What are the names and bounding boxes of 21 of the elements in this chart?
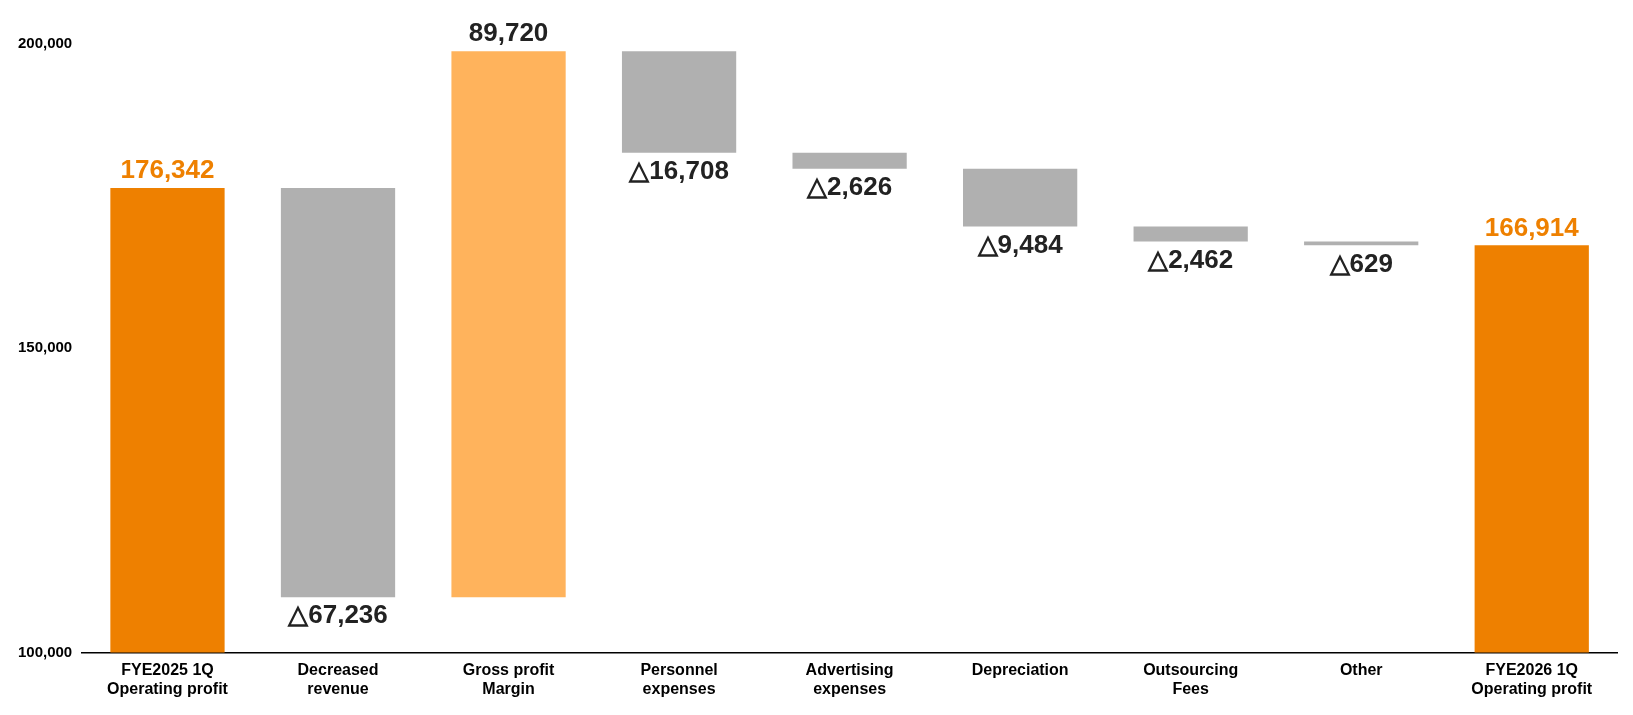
- y-tick-label: 150,000: [17, 338, 73, 356]
- data-label: △16,708: [628, 155, 729, 185]
- y-tick-label: 200,000: [17, 34, 73, 52]
- y-tick-label: 100,000: [17, 642, 73, 660]
- x-tick-label: FYE2026 1Q Operating profit: [1471, 660, 1593, 697]
- data-label: 176,342: [120, 154, 215, 185]
- data-label: △9,484: [976, 228, 1064, 259]
- data-label: 166,914: [1484, 211, 1580, 242]
- x-tick-label: FYE2025 1Q Operating profit: [107, 660, 229, 697]
- data-label: △629: [1328, 247, 1393, 278]
- data-label: △67,236: [287, 599, 388, 630]
- data-label: 89,720: [468, 17, 549, 48]
- x-tick-label: Decreased revenue: [297, 660, 379, 697]
- x-tick-label: Personnel expenses: [640, 660, 718, 697]
- x-tick-label: Outsourcing Fees: [1143, 660, 1239, 697]
- data-label: △2,462: [1147, 243, 1234, 274]
- x-tick-label: Other: [1339, 660, 1383, 678]
- x-tick-label: Gross profit Margin: [462, 660, 555, 697]
- x-tick-label: Advertising expenses: [805, 660, 894, 697]
- data-label: △2,626: [806, 170, 893, 201]
- x-tick-label: Depreciation: [971, 660, 1069, 678]
